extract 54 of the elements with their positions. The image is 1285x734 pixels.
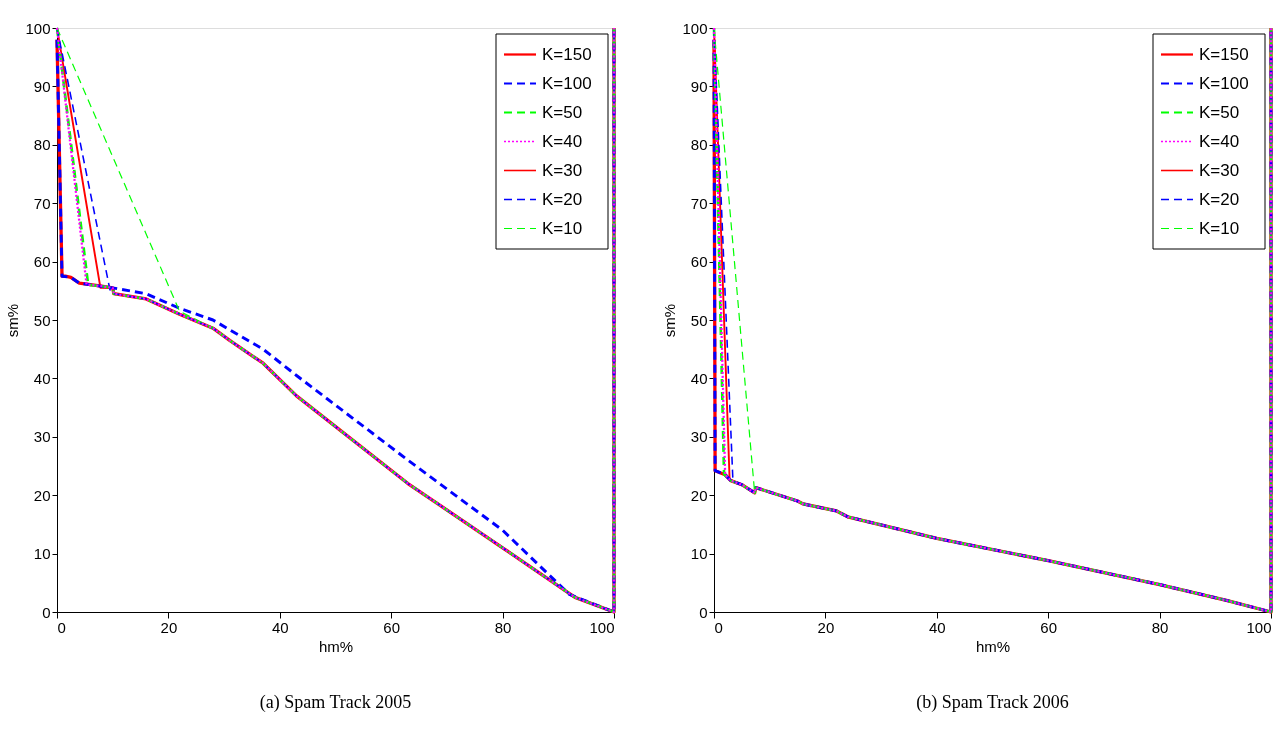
text: (a) Spam Track 2005 [259,692,412,713]
y-tick-label: 40 [33,369,51,387]
y-tick-label: 100 [682,19,708,37]
x-tick-label: 20 [160,618,178,636]
y-tick-label: 70 [690,194,708,212]
x-tick-label: 80 [494,618,512,636]
x-tick-label: 40 [271,618,289,636]
y-tick-label: 60 [690,253,708,271]
x-tick-label: 0 [57,618,66,636]
x-tick-label: 0 [714,618,723,636]
y-tick-label: 20 [33,486,51,504]
legend-label: K=100 [1199,73,1249,93]
y-tick-label: 30 [690,428,708,446]
y-tick-label: 80 [33,136,51,154]
y-tick-label: 50 [690,311,708,329]
legend-label: K=150 [542,44,592,64]
y-tick-label: 10 [690,545,708,563]
x-tick-label: 100 [1246,618,1272,636]
y-tick-label: 70 [33,194,51,212]
legend-label: K=50 [542,102,583,122]
y-tick-label: 20 [690,486,708,504]
legend-label: K=10 [1199,218,1240,238]
text: (b) Spam Track 2006 [916,692,1069,713]
legend-label: K=20 [542,189,583,209]
legend-label: K=40 [1199,131,1240,151]
x-tick-label: 80 [1151,618,1169,636]
legend-label: K=20 [1199,189,1240,209]
legend-label: K=10 [542,218,583,238]
legend-label: K=30 [1199,160,1240,180]
x-axis-title: hm% [975,637,1011,655]
y-tick-label: 90 [690,77,708,95]
y-axis-title: sm% [4,303,22,338]
y-tick-label: 40 [690,369,708,387]
y-tick-label: 0 [699,603,708,621]
x-tick-label: 60 [383,618,401,636]
x-tick-label: 20 [817,618,835,636]
legend-label: K=50 [1199,102,1240,122]
y-tick-label: 100 [25,19,51,37]
legend-label: K=30 [542,160,583,180]
x-tick-label: 60 [1040,618,1058,636]
y-tick-label: 80 [690,136,708,154]
legend-label: K=100 [542,73,592,93]
y-tick-label: 90 [33,77,51,95]
y-axis-title: sm% [661,303,679,338]
y-tick-label: 0 [42,603,51,621]
x-tick-label: 100 [589,618,615,636]
x-tick-label: 40 [928,618,946,636]
y-tick-label: 30 [33,428,51,446]
legend-label: K=150 [1199,44,1249,64]
legend-label: K=40 [542,131,583,151]
y-tick-label: 10 [33,545,51,563]
y-tick-label: 50 [33,311,51,329]
y-tick-label: 60 [33,253,51,271]
x-axis-title: hm% [318,637,354,655]
